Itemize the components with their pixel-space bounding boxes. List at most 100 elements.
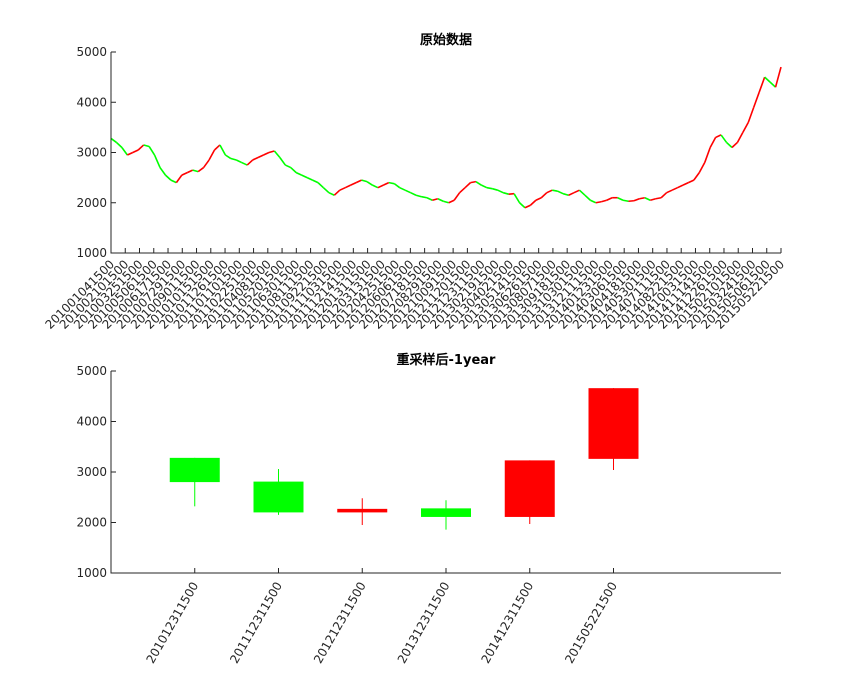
candle-body	[337, 508, 388, 513]
price-segment	[181, 171, 188, 176]
price-segment	[606, 196, 613, 201]
price-segment	[208, 149, 216, 161]
price-segment	[273, 150, 281, 159]
y-tick-label: 3000	[76, 465, 107, 479]
price-segment	[175, 174, 183, 184]
candle-body	[504, 460, 555, 517]
candle-body	[421, 508, 471, 517]
price-segment	[437, 198, 444, 202]
price-segment	[552, 189, 558, 192]
y-tick-label: 2000	[76, 196, 107, 210]
price-segment	[202, 159, 210, 169]
price-segment	[137, 144, 145, 151]
y-tick-label: 4000	[76, 415, 107, 429]
price-segment	[698, 162, 706, 173]
price-segment	[317, 182, 324, 189]
price-segment	[628, 199, 635, 203]
price-segment	[481, 184, 488, 189]
price-segment	[486, 186, 493, 190]
raw-axes: 1000200030004000500020100104150020100210…	[42, 45, 787, 332]
price-segment	[573, 189, 580, 194]
price-segment	[213, 144, 221, 151]
price-segment	[693, 172, 700, 181]
price-segment	[568, 191, 575, 196]
price-segment	[736, 132, 744, 143]
price-segment	[290, 166, 297, 174]
price-segment	[742, 121, 750, 133]
price-segment	[301, 174, 308, 179]
price-segment	[453, 192, 461, 201]
price-segment	[432, 197, 439, 202]
price-segment	[170, 179, 177, 184]
y-tick-label: 3000	[76, 146, 107, 160]
price-segment	[388, 181, 395, 185]
price-segment	[666, 189, 673, 194]
candle-body	[588, 388, 639, 459]
price-segment	[404, 189, 411, 194]
candle-body	[169, 457, 220, 483]
x-tick-label: 201312311500	[395, 580, 453, 666]
price-segment	[197, 166, 205, 173]
price-segment	[639, 196, 645, 200]
price-line	[110, 66, 782, 209]
price-segment	[492, 187, 498, 191]
price-segment	[284, 164, 292, 169]
price-segment	[720, 134, 728, 143]
price-segment	[590, 199, 597, 204]
price-segment	[513, 193, 521, 204]
price-segment	[339, 186, 346, 191]
price-segment	[508, 192, 515, 196]
price-segment	[246, 159, 254, 166]
x-tick-label: 201112311500	[227, 580, 285, 666]
price-segment	[584, 194, 591, 201]
price-segment	[164, 174, 172, 181]
price-segment	[725, 141, 733, 149]
price-segment	[132, 149, 139, 154]
price-segment	[306, 176, 313, 181]
price-segment	[595, 200, 602, 204]
price-segment	[475, 180, 482, 186]
price-segment	[230, 157, 237, 161]
price-segment	[415, 194, 422, 198]
y-tick-label: 4000	[76, 95, 107, 109]
price-segment	[235, 159, 243, 164]
price-segment	[241, 161, 248, 166]
price-segment	[703, 147, 711, 163]
price-segment	[355, 179, 362, 184]
price-segment	[383, 181, 390, 186]
price-segment	[252, 156, 259, 161]
y-tick-label: 1000	[76, 246, 107, 260]
price-segment	[115, 141, 123, 149]
price-segment	[443, 200, 449, 204]
price-segment	[764, 76, 771, 83]
price-segment	[393, 183, 401, 189]
price-segment	[322, 187, 330, 194]
price-segment	[361, 179, 368, 183]
price-segment	[601, 199, 607, 203]
price-segment	[372, 184, 379, 189]
price-segment	[279, 157, 286, 166]
price-segment	[186, 169, 194, 174]
x-tick-label: 201505221500	[562, 580, 620, 666]
price-segment	[421, 195, 428, 199]
price-segment	[333, 189, 341, 196]
price-segment	[655, 196, 662, 200]
price-segment	[769, 81, 777, 88]
price-segment	[153, 154, 161, 168]
x-tick-label: 201012311500	[143, 580, 201, 666]
price-segment	[747, 107, 755, 123]
resampled-panel: 重采样后-1year 1000 2000 3000 4000 5000 201012311…	[76, 352, 781, 666]
price-segment	[578, 189, 586, 196]
price-segment	[518, 202, 526, 209]
y-tick-label: 2000	[76, 516, 107, 530]
price-segment	[758, 76, 766, 93]
price-segment	[774, 66, 782, 88]
x-tick-label: 201412311500	[478, 580, 536, 666]
price-segment	[159, 167, 167, 176]
price-segment	[148, 146, 156, 156]
price-segment	[677, 184, 684, 189]
price-segment	[671, 186, 678, 191]
price-segment	[546, 189, 553, 194]
price-segment	[617, 196, 624, 201]
price-segment	[535, 196, 542, 201]
